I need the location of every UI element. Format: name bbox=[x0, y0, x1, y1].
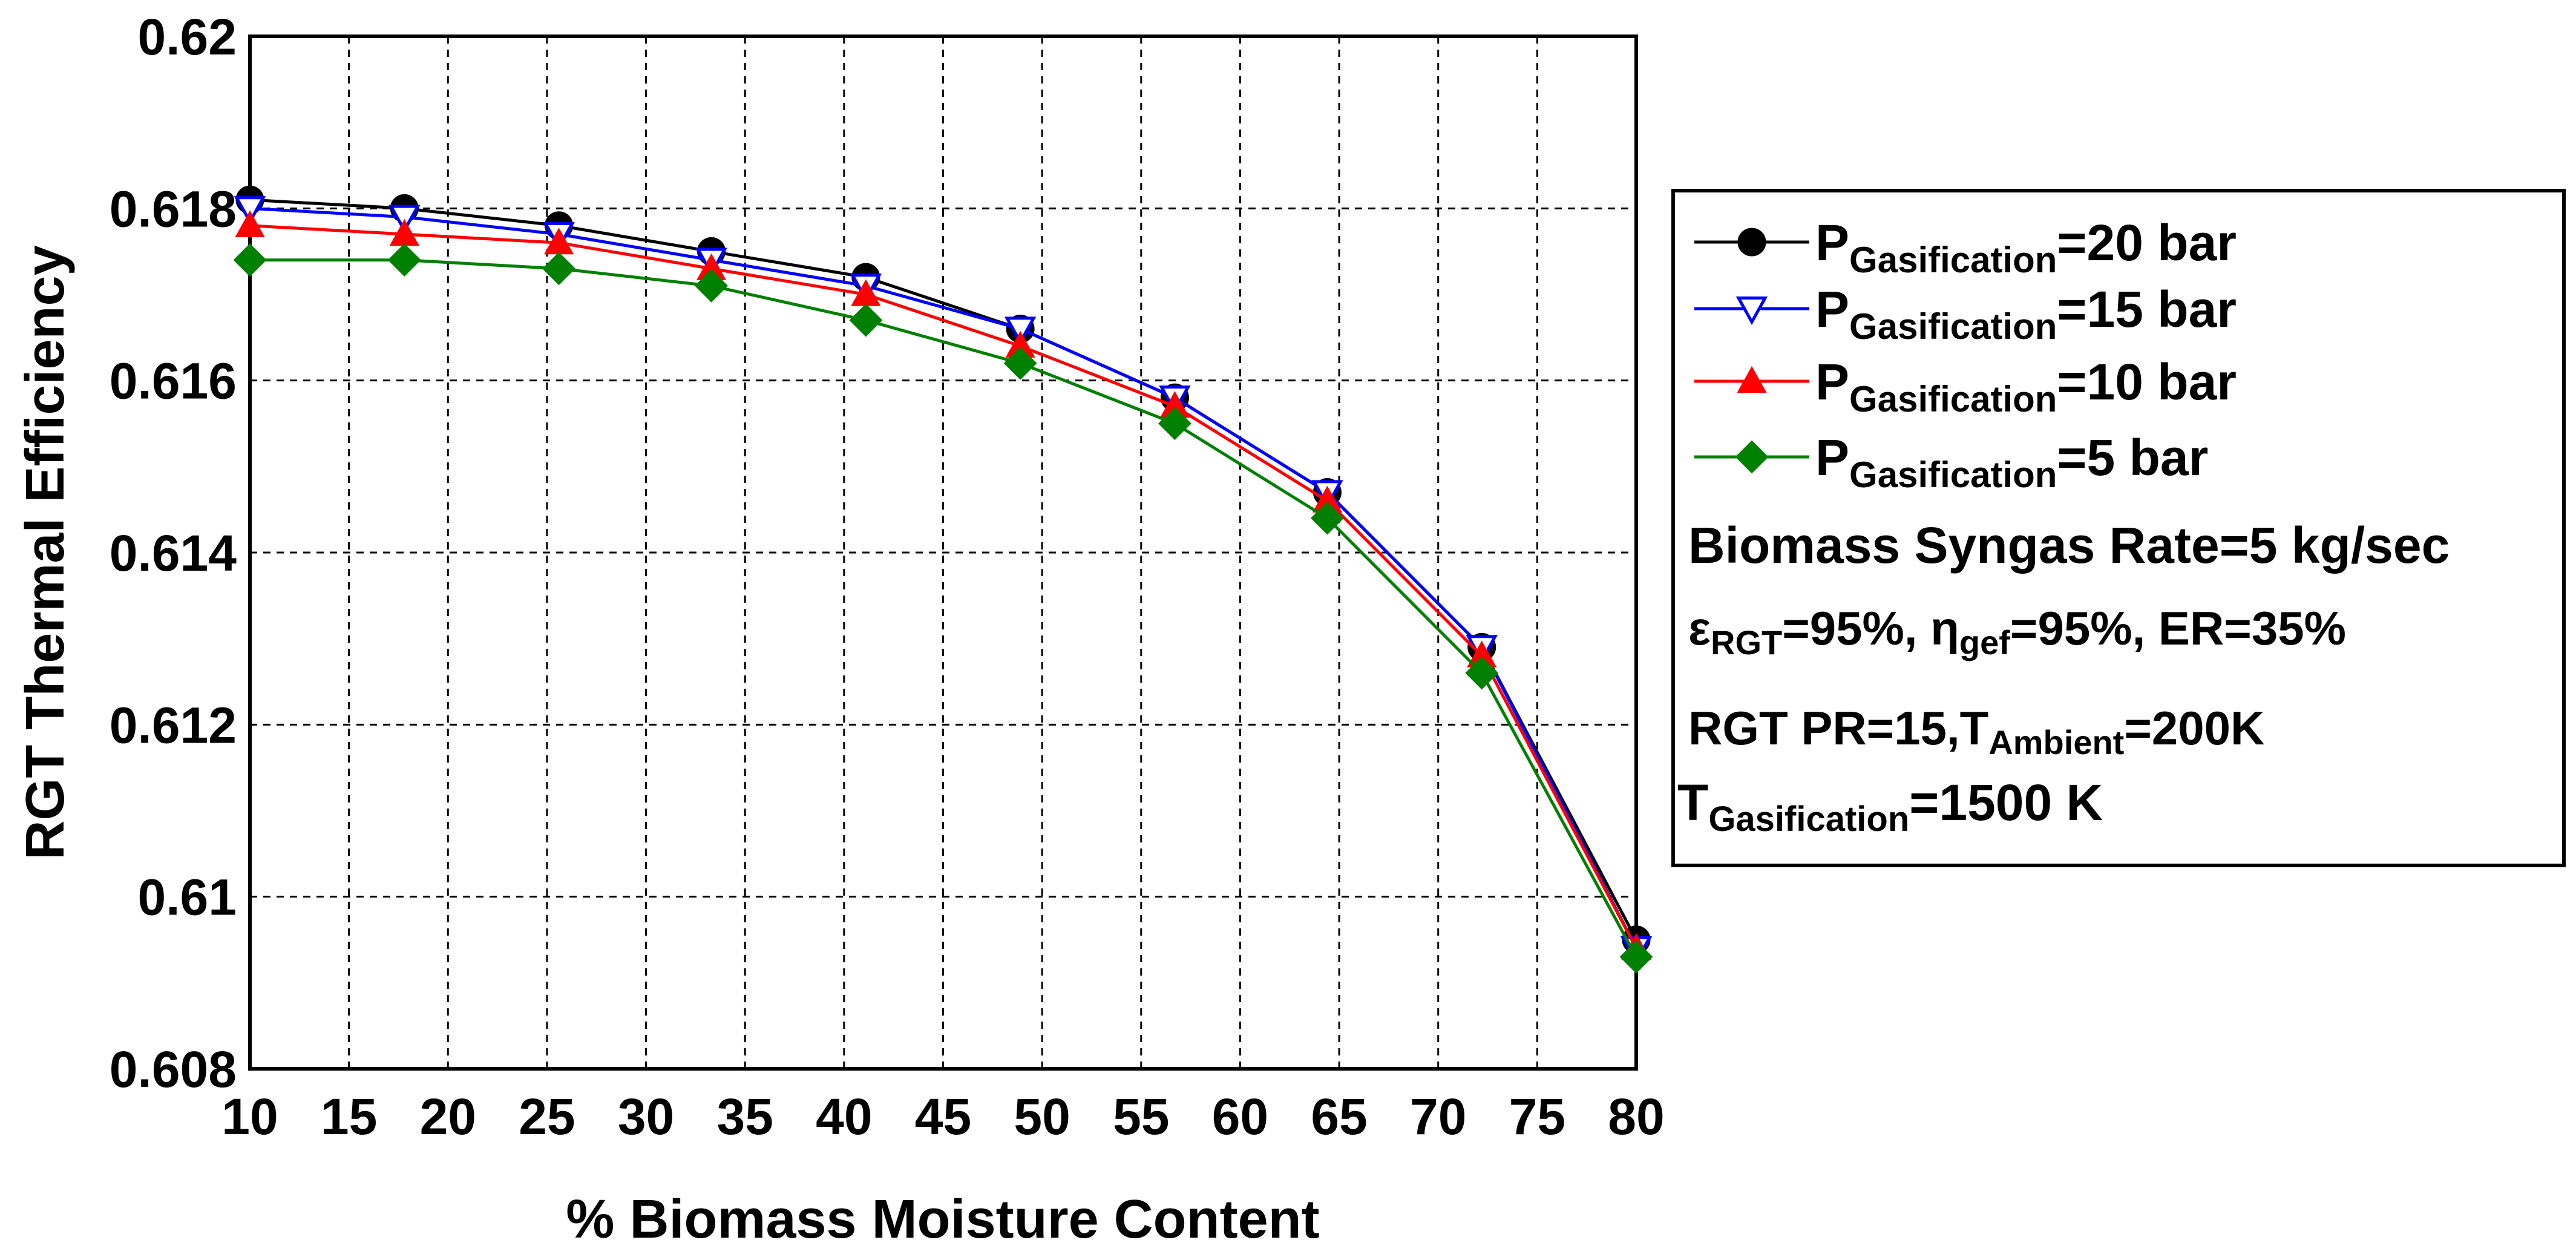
epsilon-symbol: ε bbox=[1688, 602, 1711, 655]
legend-p-subscript: Gasification bbox=[1849, 379, 2057, 419]
data-point bbox=[234, 196, 266, 225]
legend-label: PGasification=10 bar bbox=[1815, 353, 2237, 419]
legend-note-gasification-temp: TGasification=1500 K bbox=[1677, 774, 2103, 839]
x-tick-label: 30 bbox=[618, 1088, 674, 1145]
legend-p-subscript: Gasification bbox=[1849, 240, 2057, 280]
x-tick-label: 70 bbox=[1410, 1088, 1466, 1145]
legend-p-subscript: Gasification bbox=[1849, 455, 2057, 495]
legend-marker bbox=[1735, 296, 1768, 326]
x-tick-label: 65 bbox=[1311, 1088, 1367, 1145]
series-line bbox=[250, 258, 1638, 958]
series-5-bar bbox=[233, 243, 1653, 974]
legend-note-syngas-rate: Biomass Syngas Rate=5 kg/sec bbox=[1688, 517, 2450, 574]
legend-p-symbol: P bbox=[1815, 214, 1849, 271]
series-layer bbox=[233, 185, 1653, 974]
legend-entry: PGasification=5 bar bbox=[1694, 429, 2208, 495]
x-tick-labels: 10 15 20 25 30 35 40 45 50 55 60 65 70 75 80 bbox=[221, 1088, 1664, 1145]
legend-p-symbol: P bbox=[1815, 281, 1849, 338]
data-point bbox=[849, 303, 883, 337]
data-point bbox=[1004, 317, 1037, 346]
legend-marker bbox=[1735, 440, 1769, 474]
legend-box bbox=[1671, 189, 2566, 867]
epsilon-subscript: RGT bbox=[1711, 623, 1782, 661]
legend-value: =10 bar bbox=[2057, 353, 2237, 410]
y-tick-labels: 0.608 0.61 0.612 0.614 0.616 0.618 0.62 bbox=[110, 8, 237, 1098]
x-tick-label: 45 bbox=[915, 1088, 971, 1145]
legend-note-pressure-ratio: RGT PR=15,TAmbient=200K bbox=[1688, 701, 2264, 761]
data-point bbox=[387, 243, 421, 277]
legend-marker bbox=[1737, 228, 1766, 257]
pr-label: RGT PR=15, bbox=[1688, 701, 1960, 755]
data-point bbox=[233, 243, 267, 277]
epsilon-value: =95%, bbox=[1782, 602, 1930, 655]
t-ambient-value: =200K bbox=[2124, 701, 2264, 755]
x-tick-label: 50 bbox=[1014, 1088, 1070, 1145]
t-gasification-subscript: Gasification bbox=[1708, 799, 1909, 839]
t-gasification-value: =1500 K bbox=[1909, 774, 2103, 831]
x-tick-label: 75 bbox=[1509, 1088, 1565, 1145]
series-line bbox=[249, 206, 1638, 950]
data-point bbox=[388, 205, 421, 234]
legend-value: =20 bar bbox=[2057, 214, 2237, 271]
y-axis-title: RGT Thermal Efficiency bbox=[15, 245, 76, 859]
x-tick-label: 35 bbox=[716, 1088, 773, 1145]
legend-label: PGasification=15 bar bbox=[1815, 281, 2237, 347]
legend-value: =15 bar bbox=[2057, 281, 2237, 338]
y-tick-label: 0.61 bbox=[138, 869, 237, 926]
x-tick-label: 80 bbox=[1608, 1088, 1664, 1145]
x-tick-label: 10 bbox=[221, 1088, 278, 1145]
grid bbox=[250, 36, 1636, 1069]
y-tick-label: 0.62 bbox=[138, 8, 237, 65]
legend-label: PGasification=20 bar bbox=[1815, 214, 2237, 280]
data-point bbox=[235, 210, 265, 237]
legend-note-efficiencies: εRGT=95%, ηgef=95%, ER=35% bbox=[1688, 602, 2346, 661]
legend-p-symbol: P bbox=[1815, 353, 1849, 410]
x-tick-label: 15 bbox=[321, 1088, 377, 1145]
legend-entry: PGasification=15 bar bbox=[1694, 281, 2237, 347]
y-tick-label: 0.616 bbox=[110, 353, 237, 410]
series-line bbox=[249, 224, 1638, 950]
y-tick-label: 0.612 bbox=[110, 697, 237, 753]
y-tick-label: 0.614 bbox=[110, 525, 237, 582]
t-gasification-symbol: T bbox=[1677, 774, 1708, 831]
x-axis-title: % Biomass Moisture Content bbox=[566, 1189, 1319, 1250]
data-point bbox=[542, 252, 575, 286]
x-tick-label: 55 bbox=[1113, 1088, 1169, 1145]
legend-p-subscript: Gasification bbox=[1849, 306, 2057, 347]
legend-marker bbox=[1737, 366, 1767, 393]
legend-value: =5 bar bbox=[2057, 429, 2208, 486]
x-tick-label: 40 bbox=[816, 1088, 872, 1145]
y-tick-label: 0.608 bbox=[110, 1041, 237, 1098]
data-point bbox=[695, 269, 728, 303]
legend-p-symbol: P bbox=[1815, 429, 1849, 486]
legend-entry: PGasification=20 bar bbox=[1694, 214, 2237, 280]
legend-entry: PGasification=10 bar bbox=[1694, 353, 2237, 419]
x-tick-label: 20 bbox=[420, 1088, 476, 1145]
legend-label: PGasification=5 bar bbox=[1815, 429, 2208, 495]
plot-frame bbox=[248, 34, 1638, 1071]
data-point bbox=[1465, 656, 1499, 690]
data-point bbox=[1158, 407, 1191, 441]
x-tick-label: 60 bbox=[1212, 1088, 1268, 1145]
x-tick-label: 25 bbox=[519, 1088, 575, 1145]
t-ambient-symbol: T bbox=[1960, 701, 1989, 755]
eta-symbol: η bbox=[1930, 602, 1959, 655]
eta-subscript: gef bbox=[1959, 623, 2010, 661]
data-point bbox=[1619, 940, 1653, 974]
eta-value: =95%, ER=35% bbox=[2010, 602, 2346, 655]
data-point bbox=[1311, 501, 1344, 535]
y-tick-label: 0.618 bbox=[110, 180, 237, 237]
data-point bbox=[1003, 346, 1037, 380]
t-ambient-subscript: Ambient bbox=[1988, 723, 2124, 761]
